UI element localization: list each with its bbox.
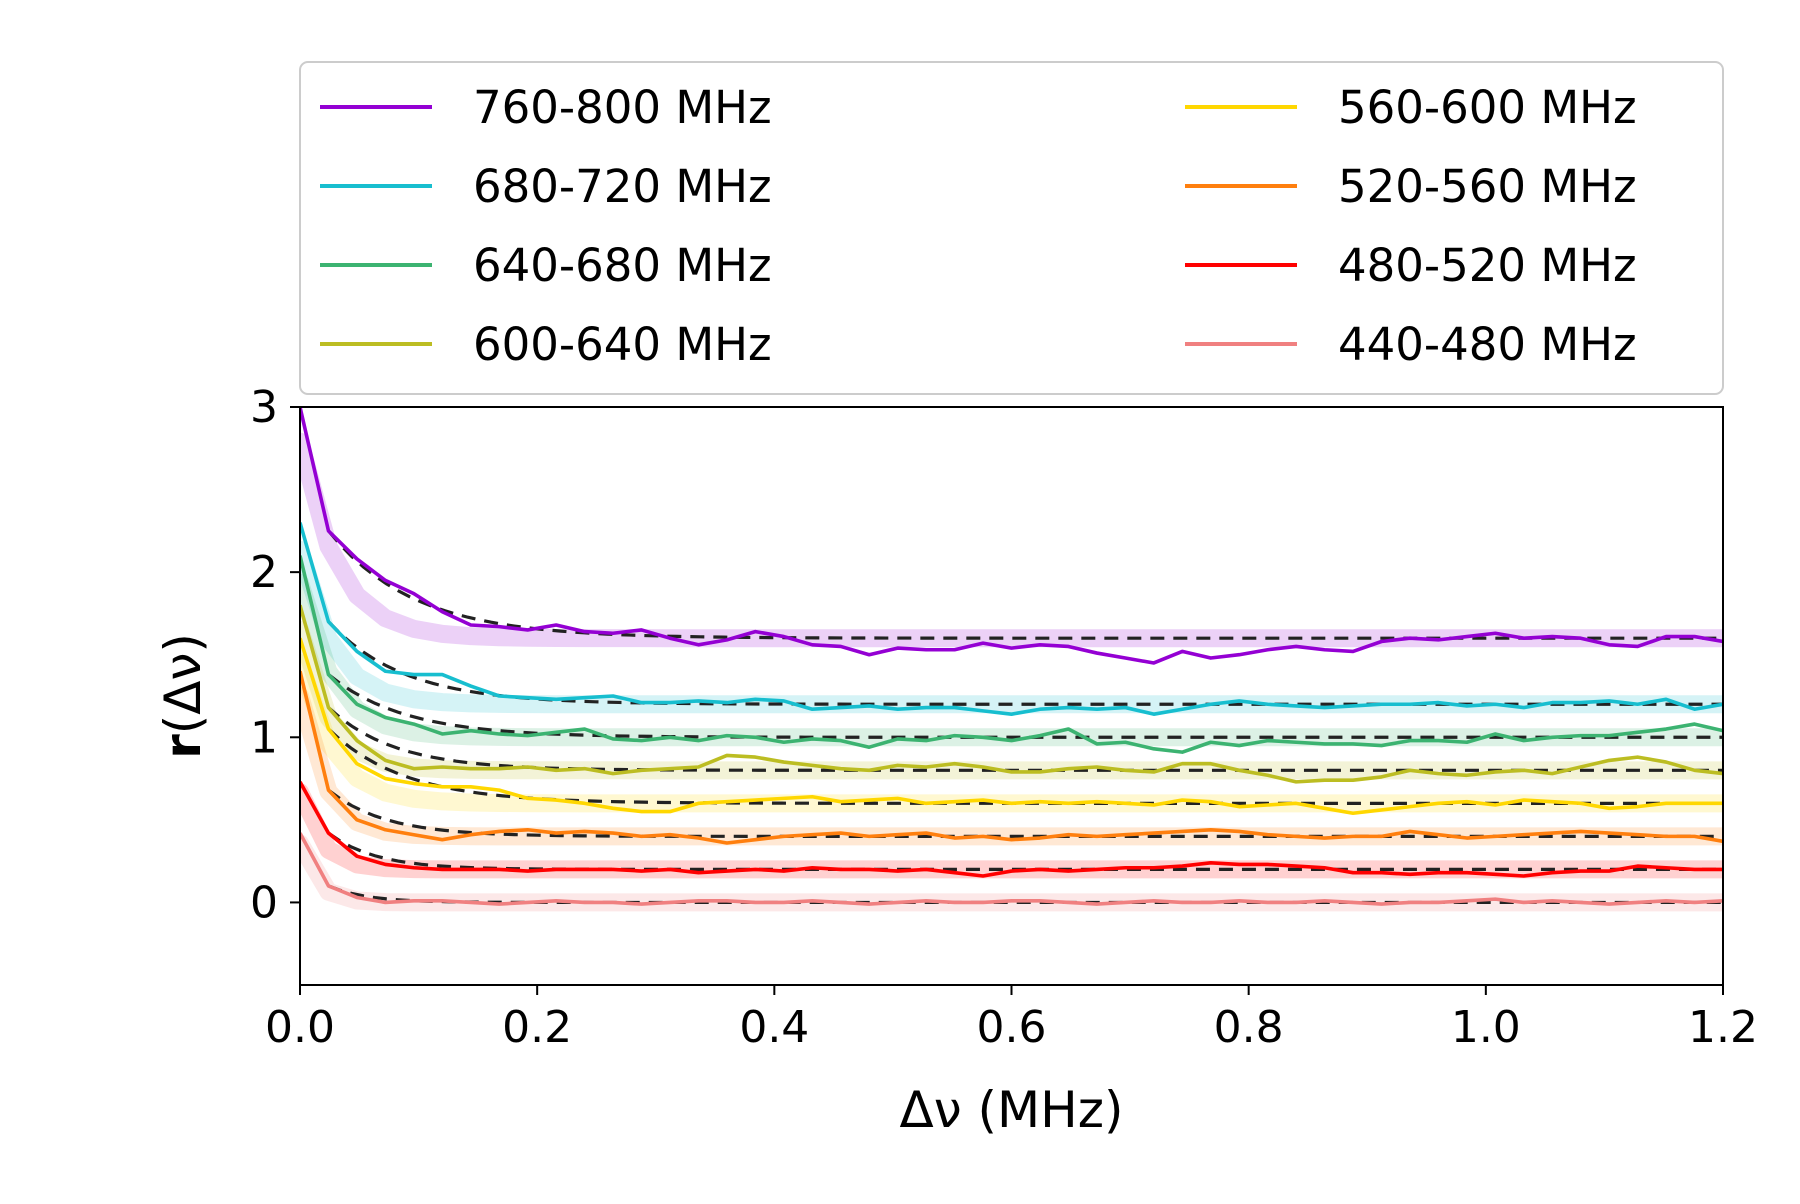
legend-label: 440-480 MHz xyxy=(1338,318,1637,371)
line-560-600-mhz xyxy=(300,637,1723,816)
legend-box xyxy=(299,61,1724,395)
model-fit-lines xyxy=(327,529,1723,905)
line-760-800-mhz xyxy=(300,407,1723,665)
legend-label: 640-680 MHz xyxy=(473,239,772,292)
legend-label: 760-800 MHz xyxy=(473,81,772,134)
legend-label: 520-560 MHz xyxy=(1338,160,1637,213)
x-tick-label: 0.6 xyxy=(977,1002,1047,1053)
x-tick-label: 0.2 xyxy=(502,1002,572,1053)
x-tick-label: 0.0 xyxy=(265,1002,335,1053)
legend-label: 680-720 MHz xyxy=(473,160,772,213)
fit-520-560-mhz xyxy=(327,788,1723,838)
x-tick-label: 1.0 xyxy=(1451,1002,1521,1053)
y-axis-label: r(Δν) xyxy=(154,633,212,759)
fit-600-640-mhz xyxy=(327,706,1723,772)
line-440-480-mhz xyxy=(300,832,1723,906)
x-tick-label: 0.8 xyxy=(1214,1002,1284,1053)
line-480-520-mhz xyxy=(300,780,1723,878)
line-680-720-mhz xyxy=(300,522,1723,716)
fit-640-680-mhz xyxy=(327,673,1723,739)
data-lines xyxy=(300,407,1723,906)
fit-760-800-mhz xyxy=(327,529,1723,640)
axis-ticks: 0.0 0.2 0.4 0.6 0.8 1.0 1.2 0 1 2 3 xyxy=(250,382,1758,1053)
y-tick-label: 3 xyxy=(250,382,278,433)
x-tick-label: 1.2 xyxy=(1688,1002,1758,1053)
y-tick-label: 0 xyxy=(250,877,278,928)
band-760-800-mhz xyxy=(300,432,1723,648)
line-520-560-mhz xyxy=(300,670,1723,845)
x-tick-label: 0.4 xyxy=(739,1002,809,1053)
y-tick-label: 1 xyxy=(250,712,278,763)
x-axis-label: Δν (MHz) xyxy=(899,1081,1123,1139)
line-600-640-mhz xyxy=(300,604,1723,784)
y-axis-label-bold: r xyxy=(154,734,212,759)
legend-label: 480-520 MHz xyxy=(1338,239,1637,292)
line-640-680-mhz xyxy=(300,555,1723,754)
y-axis-label-rest: (Δν) xyxy=(154,633,212,734)
legend-items: 760-800 MHz 680-720 MHz 640-680 MHz 600-640… xyxy=(320,81,1637,371)
y-tick-label: 2 xyxy=(250,547,278,598)
legend: 760-800 MHz 680-720 MHz 640-680 MHz 600-640… xyxy=(299,61,1724,395)
legend-label: 600-640 MHz xyxy=(473,318,772,371)
legend-label: 560-600 MHz xyxy=(1338,81,1637,134)
